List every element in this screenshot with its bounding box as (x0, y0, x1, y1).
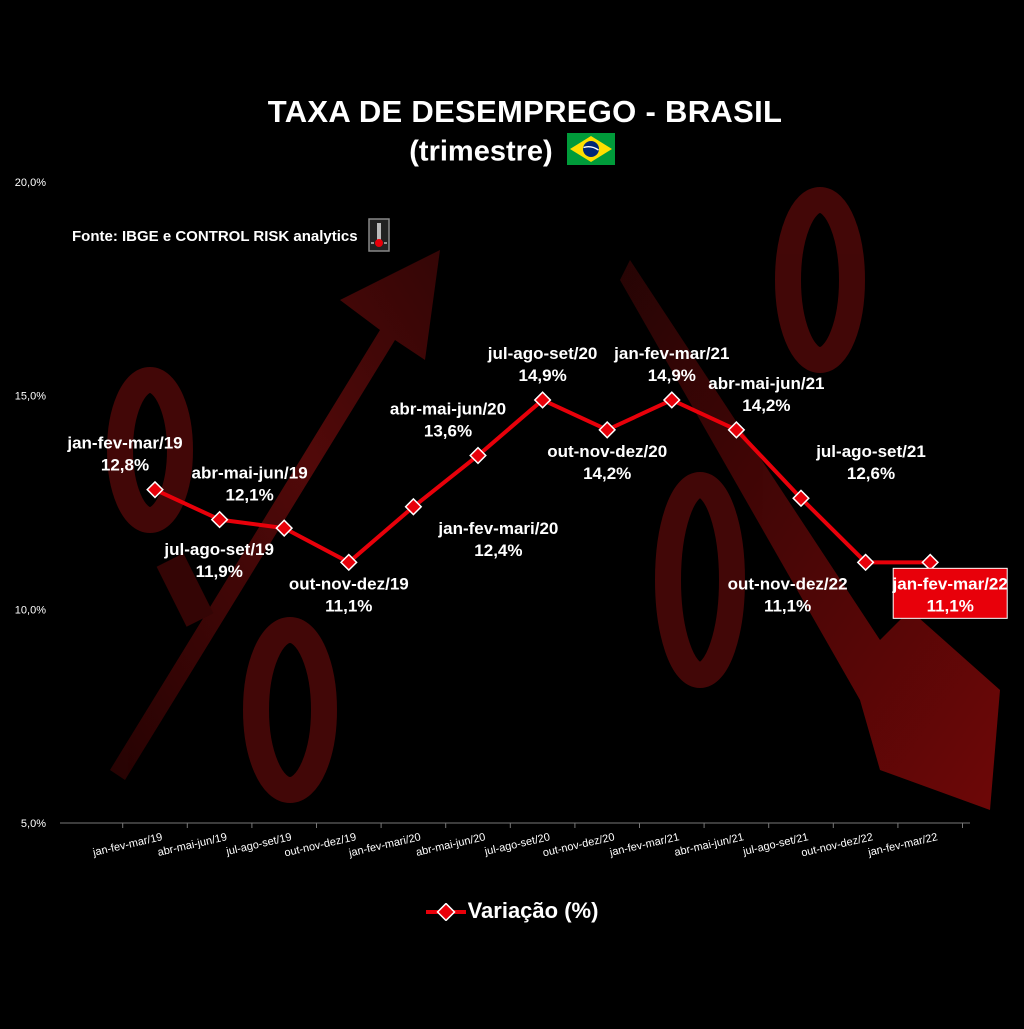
legend-label: Variação (%) (467, 898, 599, 923)
data-point (856, 553, 875, 572)
data-label-value: 12,6% (847, 464, 895, 483)
chart-title: TAXA DE DESEMPREGO - BRASIL (267, 94, 783, 129)
data-point (210, 510, 229, 529)
x-tick-label: out-nov-dez/22 (800, 831, 874, 859)
data-label-value: 14,2% (583, 464, 631, 483)
data-label-period: jul-ago-set/21 (815, 442, 926, 461)
data-label-value: 11,1% (325, 596, 372, 615)
x-tick-label: abr-mai-jun/21 (673, 831, 745, 859)
data-label-period: jan-fev-mar/22 (892, 574, 1008, 593)
data-point (275, 519, 294, 537)
chart-subtitle: (trimestre) (409, 135, 553, 168)
x-tick-label: abr-mai-jun/19 (156, 831, 228, 859)
data-point (469, 446, 487, 465)
data-label-value: 12,4% (474, 541, 522, 560)
data-label-value: 14,9% (518, 366, 566, 385)
chart-subtitle-row: (trimestre) (0, 133, 1024, 173)
data-label-period: out-nov-dez/22 (728, 574, 848, 593)
data-labels: jan-fev-mar/19 12,8% abr-mai-jun/19 12,1% ju… (66, 344, 1008, 619)
x-axis: jan-fev-mar/19abr-mai-jun/19jul-ago-set/… (60, 822, 970, 860)
series-markers (146, 391, 940, 572)
x-tick-label: out-nov-dez/19 (283, 831, 357, 859)
data-label-period: jul-ago-set/20 (487, 344, 598, 363)
data-point (921, 553, 940, 572)
x-tick-label: abr-mai-jun/20 (415, 831, 487, 859)
x-tick-label: out-nov-dez/20 (542, 831, 616, 859)
x-tick-label: jul-ago-set/20 (483, 831, 552, 858)
data-point (146, 480, 164, 499)
risk-gauge-icon (368, 218, 390, 256)
y-tick-label: 15,0% (15, 391, 46, 403)
y-tick-label: 20,0% (15, 177, 46, 189)
x-tick-label: jul-ago-set/21 (741, 831, 810, 858)
data-label-period: abr-mai-jun/19 (191, 464, 307, 483)
data-point (404, 497, 423, 516)
data-label-value: 12,1% (225, 486, 273, 505)
data-point (792, 489, 810, 508)
data-point (598, 421, 617, 439)
data-point (727, 421, 746, 439)
data-label-period: jul-ago-set/19 (163, 540, 274, 559)
brazil-flag-icon (566, 133, 615, 173)
x-tick-label: jan-fev-mar/22 (866, 831, 939, 859)
y-axis: 5,0% 10,0% 15,0% 20,0% (15, 177, 46, 830)
source-note: Fonte: IBGE e CONTROL RISK analytics (72, 218, 390, 256)
highlight-box (892, 567, 1008, 619)
data-label-value: 11,1% (927, 596, 974, 615)
data-label-period: jan-fev-mari/20 (437, 519, 558, 538)
data-label-period: out-nov-dez/19 (289, 574, 409, 593)
background-decoration (107, 187, 1000, 810)
x-tick-label: jan-fev-mari/20 (347, 831, 422, 859)
chart-legend: Variação (%) (0, 898, 1024, 924)
data-label-value: 11,1% (764, 596, 811, 615)
x-tick-label: jul-ago-set/19 (224, 831, 293, 858)
data-label-period: jan-fev-mar/19 (66, 434, 182, 453)
y-tick-label: 10,0% (15, 604, 46, 616)
legend-marker-icon (425, 902, 466, 922)
y-tick-label: 5,0% (21, 818, 46, 830)
data-label-value: 13,6% (424, 421, 472, 440)
data-point (662, 391, 681, 409)
data-label-value: 12,8% (101, 456, 149, 475)
data-label-value: 14,2% (742, 396, 790, 415)
data-point (339, 553, 358, 572)
x-tick-label: jan-fev-mar/19 (91, 831, 164, 859)
x-tick-label: jan-fev-mar/21 (608, 831, 681, 859)
data-label-period: abr-mai-jun/20 (390, 399, 506, 418)
data-label-period: jan-fev-mar/21 (613, 344, 729, 363)
source-text: Fonte: IBGE e CONTROL RISK analytics (72, 227, 358, 245)
data-label-period: out-nov-dez/20 (547, 442, 667, 461)
data-point (533, 391, 552, 409)
data-label-value: 14,9% (648, 366, 696, 385)
data-label-value: 11,9% (196, 562, 243, 581)
data-label-period: abr-mai-jun/21 (708, 374, 824, 393)
